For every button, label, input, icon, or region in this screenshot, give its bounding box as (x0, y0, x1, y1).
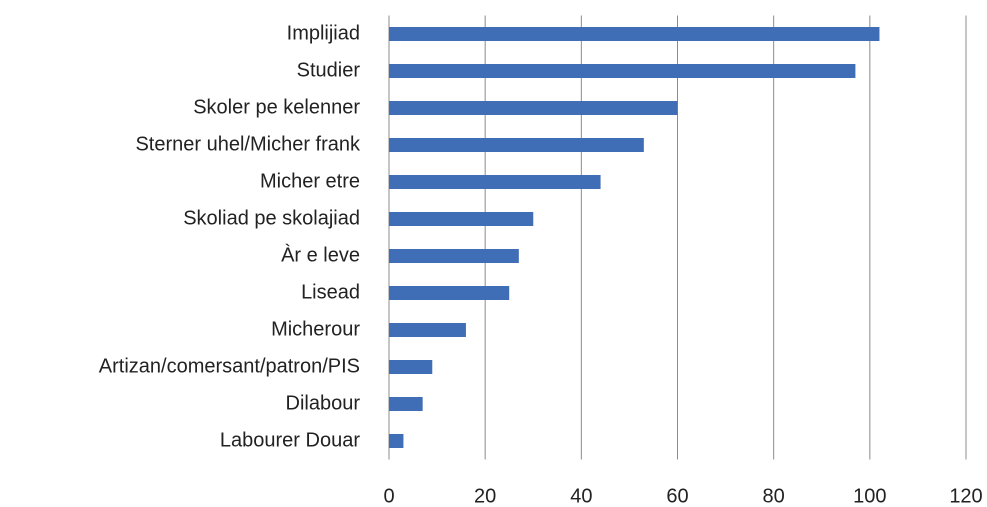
bar (389, 138, 644, 152)
y-tick-label: Micherour (271, 318, 360, 340)
y-tick-label: Sterner uhel/Micher frank (135, 133, 361, 155)
y-tick-label: Skoler pe kelenner (193, 96, 360, 118)
y-tick-label: Dilabour (286, 392, 361, 414)
bar (389, 249, 519, 263)
y-tick-label: Labourer Douar (220, 429, 360, 451)
y-tick-label: Studier (297, 59, 361, 81)
bar (389, 434, 404, 448)
x-tick-label: 0 (383, 485, 394, 507)
bar (389, 64, 856, 78)
x-tick-label: 100 (853, 485, 886, 507)
bar (389, 397, 423, 411)
y-tick-label: Implijiad (287, 22, 360, 44)
x-tick-label: 60 (666, 485, 688, 507)
y-tick-label: Micher etre (260, 170, 360, 192)
y-tick-label: Skoliad pe skolajiad (183, 207, 360, 229)
x-tick-label: 40 (570, 485, 592, 507)
bar (389, 212, 534, 226)
x-tick-label: 20 (474, 485, 496, 507)
y-tick-label: Àr e leve (281, 243, 360, 266)
y-tick-label: Lisead (301, 281, 360, 303)
bar (389, 101, 678, 115)
x-tick-label: 120 (949, 485, 982, 507)
x-tick-label: 80 (763, 485, 785, 507)
bar (389, 175, 601, 189)
bar (389, 323, 466, 337)
bar (389, 360, 433, 374)
bar (389, 286, 510, 300)
bar (389, 27, 880, 41)
y-tick-label: Artizan/comersant/patron/PIS (99, 355, 360, 377)
